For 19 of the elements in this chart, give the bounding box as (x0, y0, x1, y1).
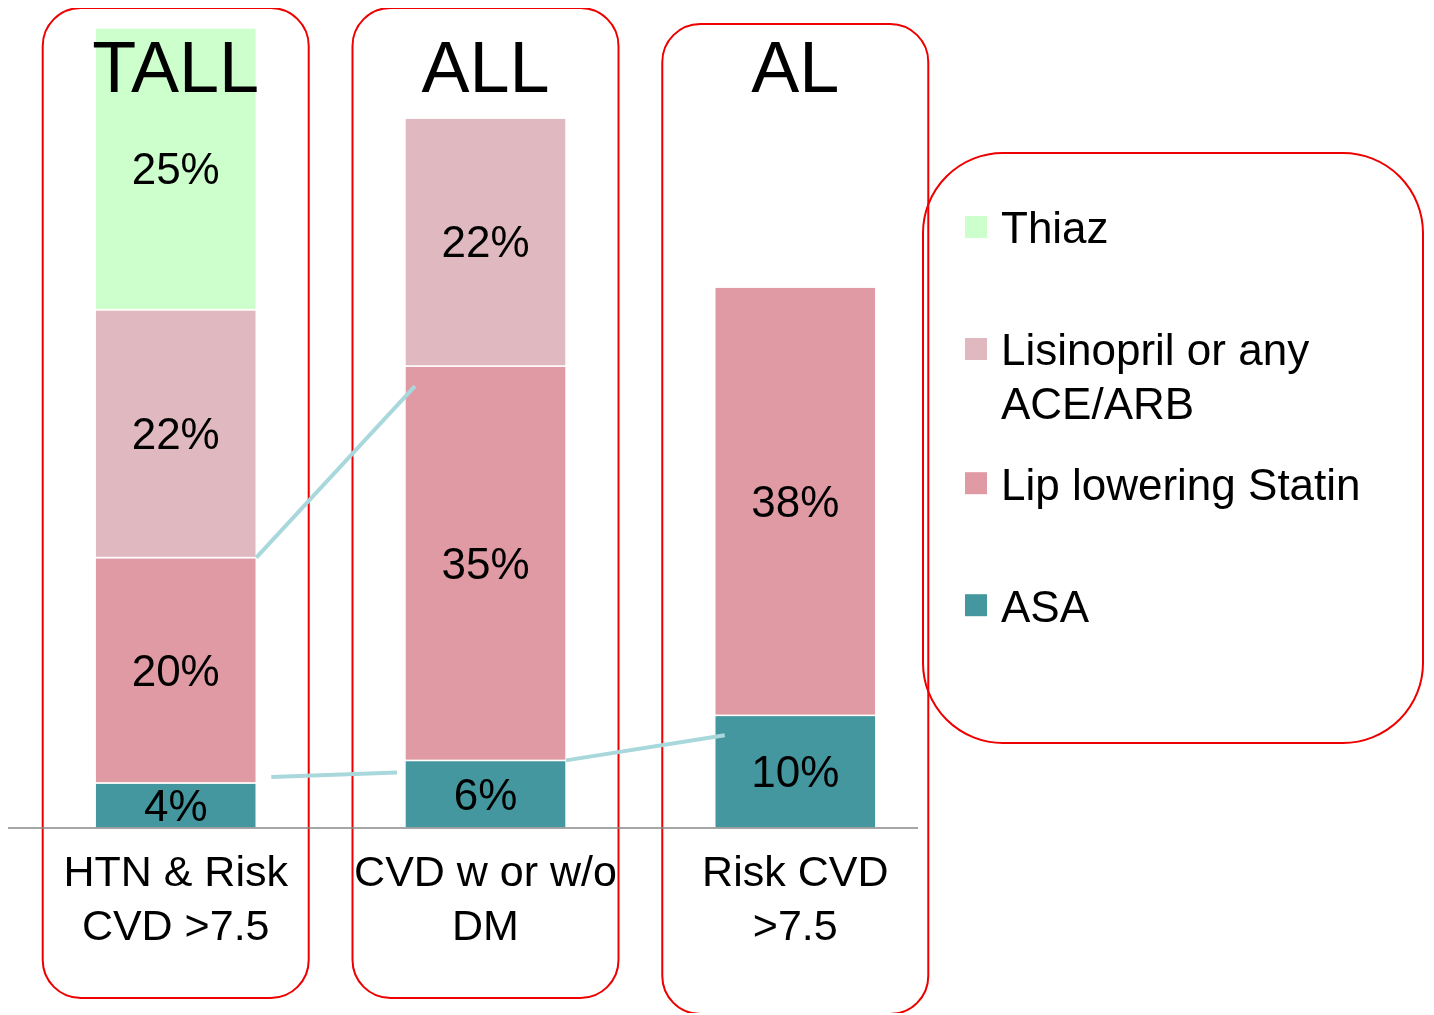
x-tick-label: HTN & Risk CVD >7.5 (63, 847, 289, 949)
data-label: 20% (131, 645, 220, 695)
x-tick-label: Risk CVD >7.5 (702, 847, 889, 949)
data-label: 4% (143, 780, 208, 830)
legend-label: Lip lowering Statin (1001, 459, 1361, 509)
legend-label: Lisinopril or any ACE/ARB (1001, 325, 1310, 429)
data-label: 10% (751, 747, 840, 797)
x-tick-label: CVD w or w/o DM (354, 847, 617, 949)
annotation: AL (751, 27, 840, 107)
data-label: 6% (453, 769, 518, 819)
data-label: 25% (131, 144, 220, 194)
data-label: 22% (441, 217, 530, 267)
annotation: ALL (421, 27, 550, 107)
data-label: 22% (131, 409, 220, 459)
legend-label: ASA (1001, 581, 1090, 631)
annotation: TALL (92, 27, 260, 107)
data-label: 38% (751, 476, 840, 526)
data-label: 35% (441, 538, 530, 588)
legend-label: Thiaz (1001, 203, 1109, 253)
